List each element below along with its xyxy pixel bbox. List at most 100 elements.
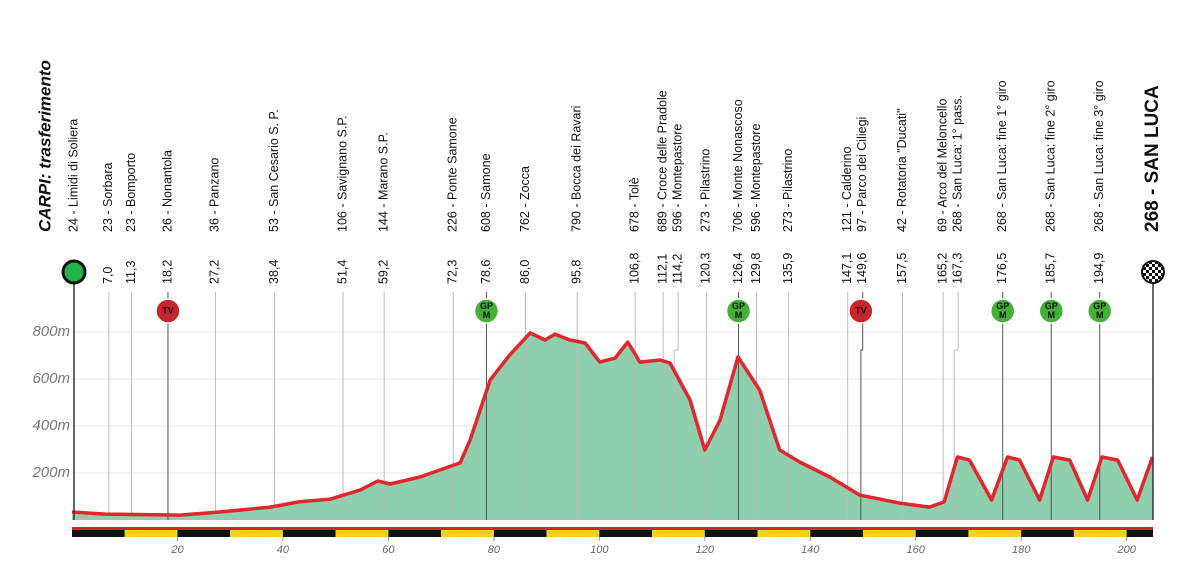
waypoint-km: 59,2 (376, 260, 390, 284)
y-tick-label: 400m (32, 417, 70, 434)
axis-segment (968, 530, 1022, 537)
marker-badge (725, 298, 752, 324)
x-tick-label: 140 (801, 544, 820, 556)
waypoint-km: 18,2 (160, 260, 174, 284)
x-tick-label: 60 (382, 544, 395, 556)
waypoint-label: 268 - San Luca: fine 2° giro (1044, 80, 1058, 232)
axis-segment (124, 530, 178, 537)
x-tick-label: 160 (907, 544, 926, 556)
axis-segment (1073, 530, 1127, 537)
marker-text: GP (732, 301, 745, 311)
waypoint-km: 165,2 (935, 253, 949, 284)
marker-badge (1038, 298, 1064, 324)
waypoint-label: 97 - Parco dei Ciliegi (855, 117, 869, 232)
axis-segment (599, 530, 653, 537)
finish-flag (1141, 260, 1165, 284)
axis-segment (862, 530, 916, 537)
waypoint-km: 147,1 (840, 253, 854, 284)
start-dot (61, 259, 87, 285)
x-tick-label: 200 (1116, 544, 1136, 556)
marker-badge (989, 298, 1016, 324)
x-tick-label: 40 (277, 544, 290, 556)
marker-badge (155, 298, 181, 324)
axis-segment (1021, 530, 1074, 537)
waypoint-km: 176,5 (995, 253, 1009, 284)
axis-segment (757, 530, 811, 537)
waypoint-label: 706 - Monte Nonascoso (731, 99, 745, 232)
y-tick-label: 800m (32, 323, 70, 340)
axis-segment (652, 530, 705, 537)
waypoint-label: 608 - Samone (479, 153, 493, 232)
waypoint-label: 42 - Rotatoria "Ducati" (895, 108, 909, 232)
axis-segment (493, 530, 547, 537)
waypoint-label: 53 - San Cesario S. P. (267, 109, 281, 232)
waypoint-label: 596 - Montepastore (670, 124, 684, 232)
waypoint-km: 185,7 (1044, 253, 1058, 284)
y-tick-label: 600m (32, 370, 70, 387)
waypoint-label: 23 - Sorbara (101, 162, 115, 232)
x-tick-label: 120 (696, 544, 715, 556)
marker-text: M (1047, 310, 1055, 320)
waypoint-km: 106,8 (627, 253, 641, 284)
waypoint-label: 268 - San Luca: fine 3° giro (1092, 80, 1106, 232)
profile-area (72, 332, 1153, 520)
axis-segment (441, 530, 494, 537)
waypoint-km: 86,0 (518, 260, 532, 284)
x-tick-label: 80 (488, 544, 501, 556)
waypoint-label: 121 - Calderino (840, 146, 854, 232)
x-tick-label: 180 (1012, 544, 1031, 556)
waypoint-label: 596 - Montepastore (749, 124, 763, 232)
finish-title: 268 - SAN LUCA (1142, 85, 1163, 232)
waypoint-line (860, 292, 864, 520)
waypoint-km: 149,6 (855, 253, 869, 284)
waypoint-km: 167,3 (950, 253, 964, 284)
marker-text: GP (1045, 301, 1058, 311)
waypoint-km: 135,9 (781, 253, 795, 284)
axis-segment (282, 530, 336, 537)
waypoint-km: 120,3 (699, 253, 713, 284)
waypoint-km: 38,4 (267, 260, 281, 284)
waypoint-km: 51,4 (335, 260, 349, 284)
axis-segment (915, 530, 969, 537)
marker-text: GP (1093, 301, 1106, 311)
marker-badge (848, 298, 874, 324)
waypoint-km: 78,6 (479, 260, 493, 284)
marker-text: GP (480, 301, 493, 311)
waypoint-km: 72,3 (446, 260, 460, 284)
marker-text: GP (996, 301, 1009, 311)
waypoint-km: 27,2 (208, 260, 222, 284)
waypoint-line (953, 292, 959, 520)
waypoint-label: 23 - Bomporto (124, 153, 138, 232)
marker-text: M (483, 310, 491, 320)
waypoint-label: 144 - Marano S.P. (376, 132, 390, 232)
marker-text: M (735, 310, 743, 320)
marker-badge (1086, 298, 1113, 324)
marker-text: TV (162, 305, 174, 315)
waypoint-label: 273 - Pilastrino (781, 149, 795, 232)
waypoint-label: 268 - San Luca: fine 1° giro (995, 80, 1009, 232)
axis-segment (230, 530, 283, 537)
waypoint-label: 268 - San Luca: 1° pass. (950, 95, 964, 232)
waypoint-km: 95,8 (569, 260, 583, 284)
waypoint-km: 11,3 (124, 261, 138, 284)
waypoint-km: 129,8 (749, 253, 763, 284)
axis-segment (72, 530, 125, 537)
x-tick-label: 20 (170, 544, 184, 556)
waypoint-km: 194,9 (1092, 253, 1106, 284)
start-waypoint: 24 - Limidi di Soliera (66, 119, 80, 232)
axis-segment (704, 530, 758, 537)
axis-segment (546, 530, 600, 537)
axis-segment (335, 530, 389, 537)
marker-text: TV (855, 305, 867, 315)
waypoint-km: 157,5 (895, 253, 909, 284)
waypoint-label: 678 - Tolè (627, 177, 641, 232)
waypoint-line (673, 292, 679, 520)
marker-text: M (999, 310, 1007, 320)
axis-red (72, 527, 1153, 530)
waypoint-km: 112,1 (655, 254, 669, 284)
waypoint-label: 106 - Savignano S.P. (335, 115, 349, 232)
waypoint-km: 126,4 (731, 253, 745, 284)
axis-segment (810, 530, 863, 537)
waypoint-label: 273 - Pilastrino (699, 149, 713, 232)
